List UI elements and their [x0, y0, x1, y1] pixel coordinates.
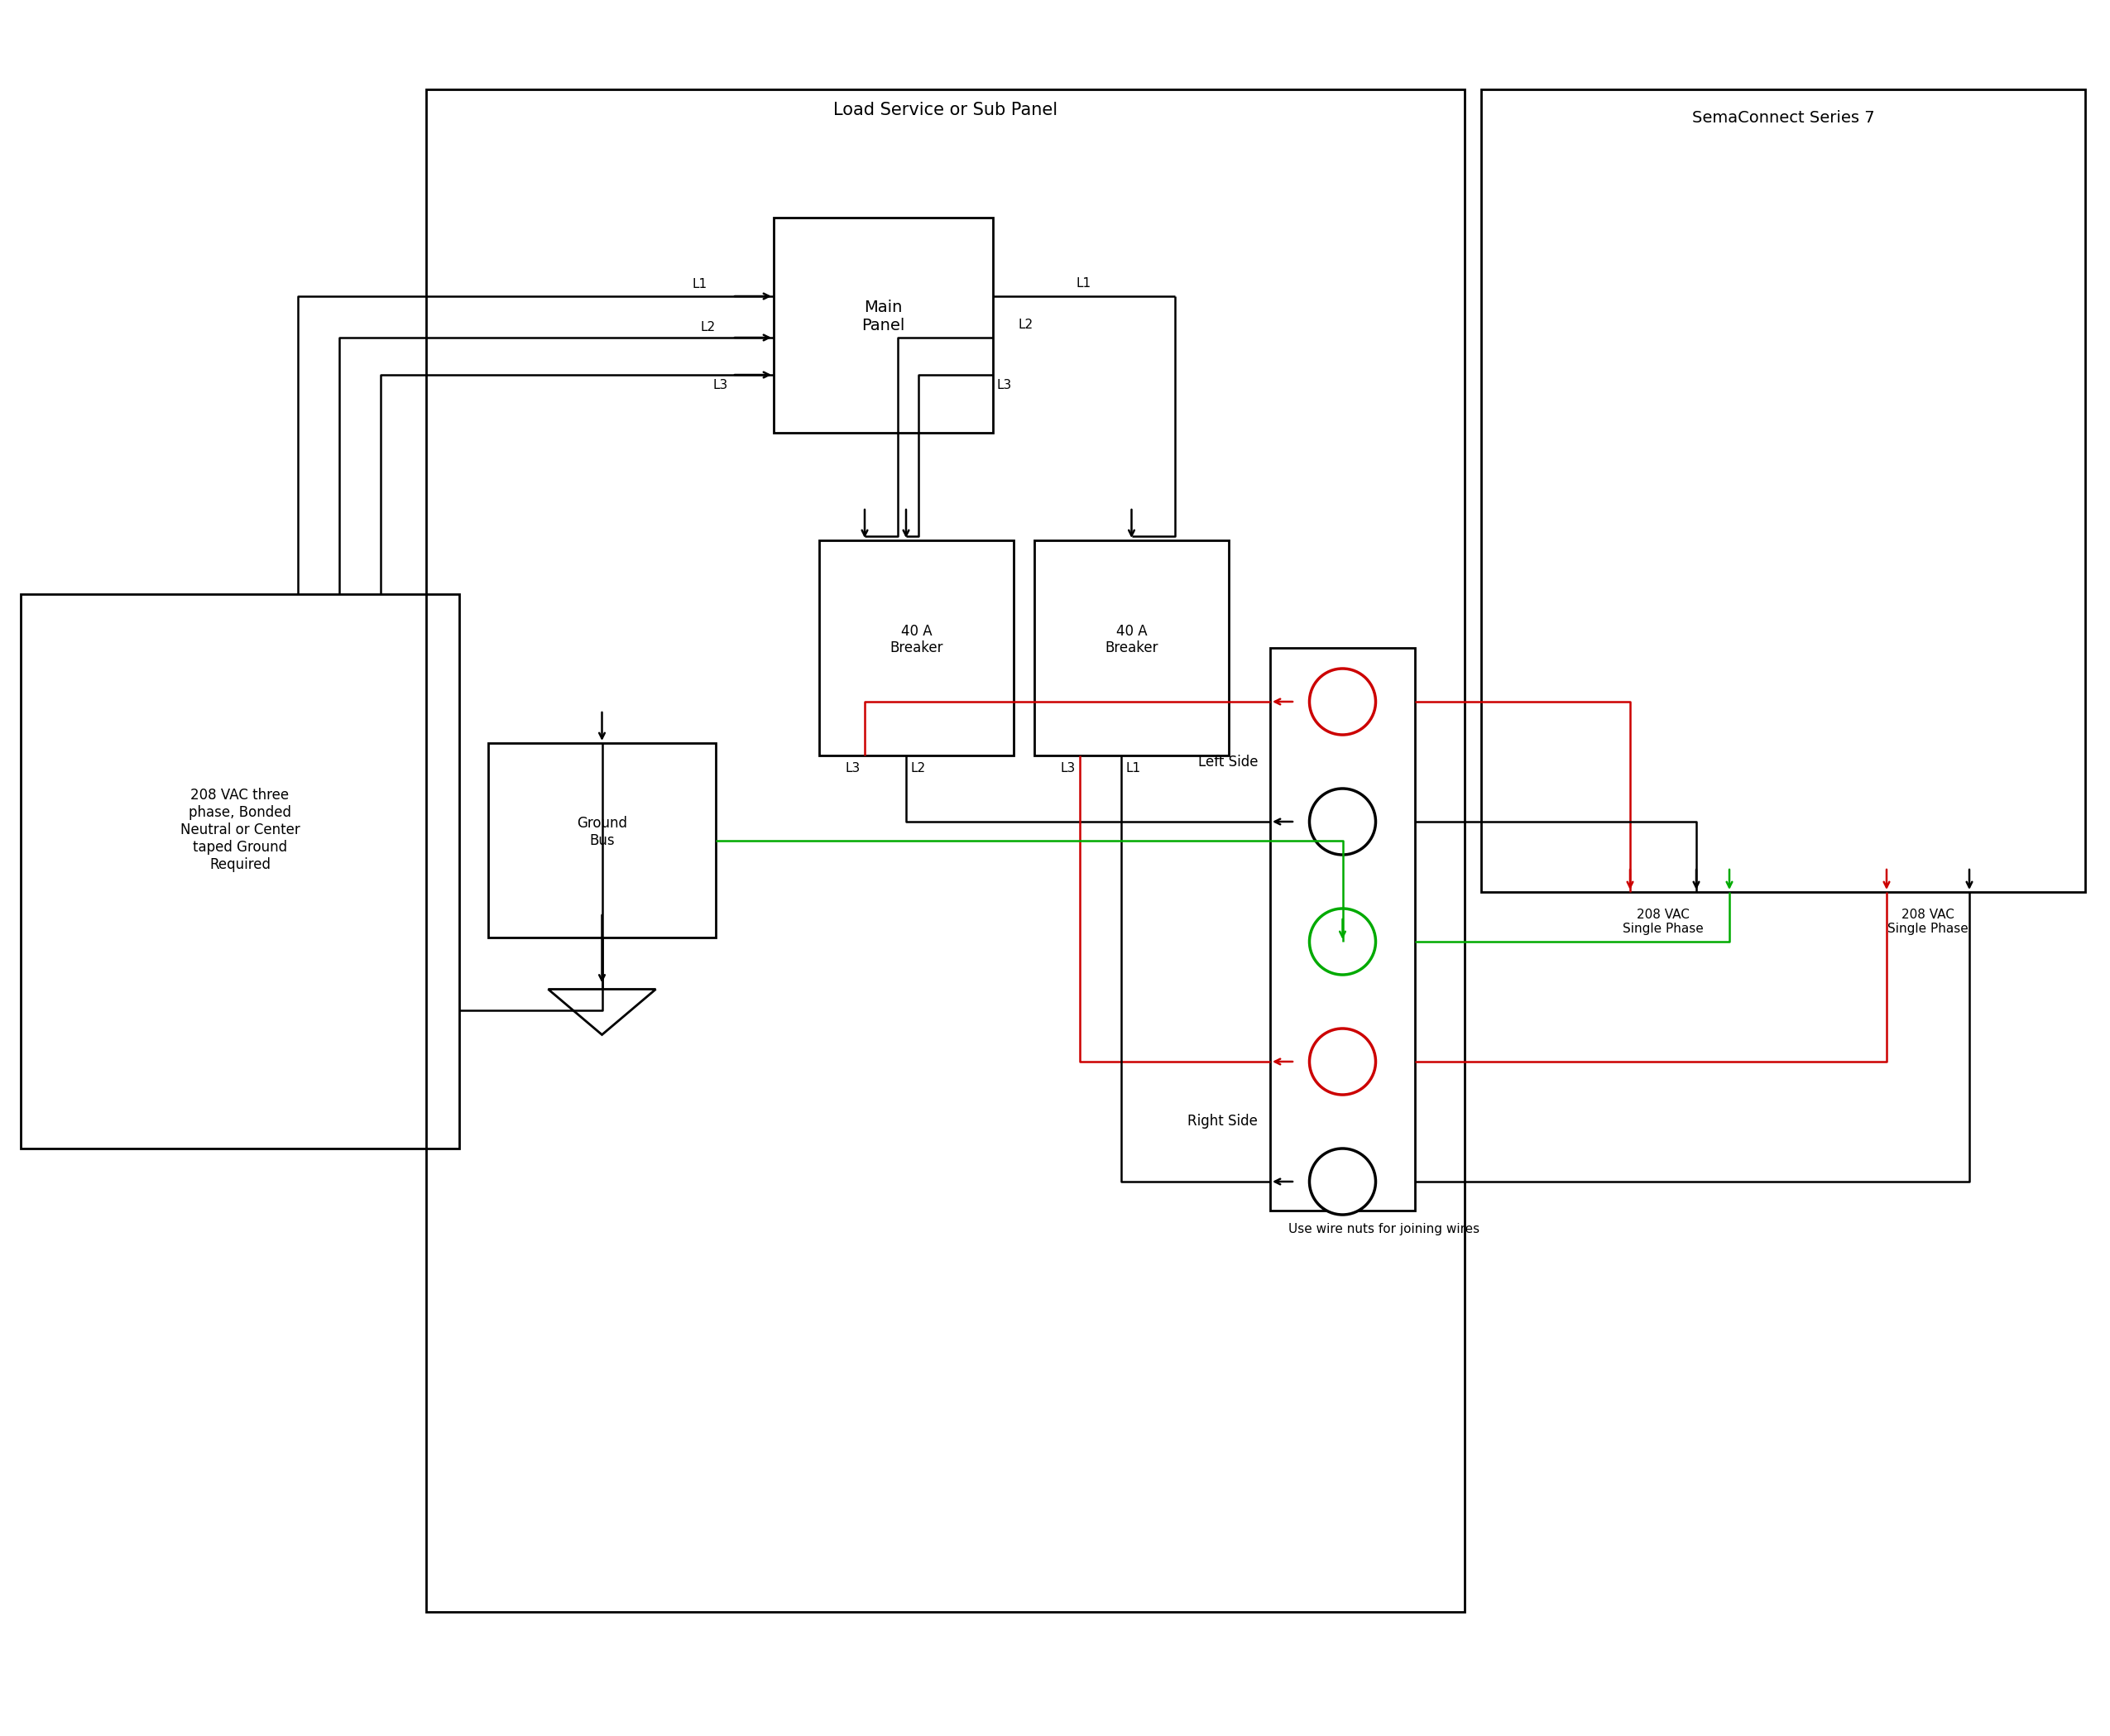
- Text: 208 VAC three
phase, Bonded
Neutral or Center
taped Ground
Required: 208 VAC three phase, Bonded Neutral or C…: [179, 788, 300, 871]
- Text: SemaConnect Series 7: SemaConnect Series 7: [1692, 109, 1874, 125]
- Circle shape: [1310, 1149, 1376, 1215]
- Text: 40 A
Breaker: 40 A Breaker: [890, 623, 943, 656]
- Text: L3: L3: [998, 378, 1013, 391]
- Circle shape: [1310, 668, 1376, 734]
- Text: L2: L2: [701, 321, 715, 333]
- Text: L3: L3: [846, 762, 861, 774]
- Text: 208 VAC
Single Phase: 208 VAC Single Phase: [1888, 908, 1969, 936]
- Text: L1: L1: [1125, 762, 1139, 774]
- Text: 40 A
Breaker: 40 A Breaker: [1106, 623, 1158, 656]
- Text: L1: L1: [1076, 278, 1091, 290]
- Bar: [426, 89, 1464, 1613]
- Text: Right Side: Right Side: [1188, 1115, 1258, 1128]
- Circle shape: [1310, 908, 1376, 974]
- Circle shape: [1310, 1028, 1376, 1095]
- Text: L3: L3: [713, 378, 728, 391]
- Text: Use wire nuts for joining wires: Use wire nuts for joining wires: [1289, 1222, 1479, 1236]
- Bar: [1034, 540, 1228, 755]
- Text: 208 VAC
Single Phase: 208 VAC Single Phase: [1623, 908, 1703, 936]
- Text: L2: L2: [909, 762, 924, 774]
- Bar: [487, 743, 715, 937]
- Text: L2: L2: [1017, 319, 1032, 332]
- Bar: [21, 594, 460, 1149]
- Text: Main
Panel: Main Panel: [861, 300, 905, 333]
- Text: L3: L3: [1061, 762, 1076, 774]
- Bar: [774, 217, 994, 432]
- Circle shape: [1310, 788, 1376, 854]
- Bar: [1481, 89, 2085, 892]
- Text: L1: L1: [692, 278, 707, 290]
- Text: Left Side: Left Side: [1198, 753, 1258, 769]
- Bar: [819, 540, 1013, 755]
- Text: Ground
Bus: Ground Bus: [576, 816, 627, 849]
- Bar: [1270, 648, 1416, 1210]
- Text: Load Service or Sub Panel: Load Service or Sub Panel: [833, 102, 1057, 118]
